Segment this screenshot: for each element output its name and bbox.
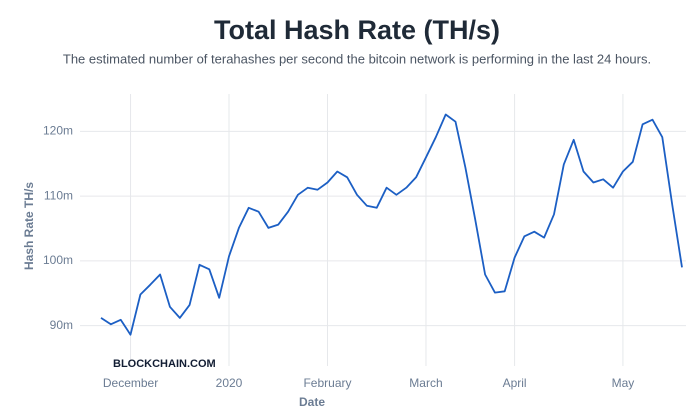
watermark: BLOCKCHAIN.COM <box>113 358 216 370</box>
x-tick-label: April <box>503 376 527 390</box>
x-tick-label: December <box>103 376 158 390</box>
y-axis-label: Hash Rate TH/s <box>22 182 36 270</box>
x-tick-label: March <box>409 376 442 390</box>
x-tick-label: February <box>303 376 351 390</box>
x-tick-label: May <box>612 376 635 390</box>
data-line <box>100 113 683 336</box>
y-tick-label: 110m <box>44 188 73 202</box>
grid <box>80 94 686 366</box>
x-axis-label: Date <box>299 395 325 409</box>
x-tick-label: 2020 <box>216 376 243 390</box>
plot <box>100 113 683 336</box>
y-tick-label: 90m <box>50 318 73 332</box>
y-tick-label: 120m <box>43 124 73 138</box>
chart-title: Total Hash Rate (TH/s) <box>214 15 500 45</box>
chart-subtitle: The estimated number of terahashes per s… <box>63 51 651 66</box>
y-tick-label: 100m <box>43 253 73 267</box>
